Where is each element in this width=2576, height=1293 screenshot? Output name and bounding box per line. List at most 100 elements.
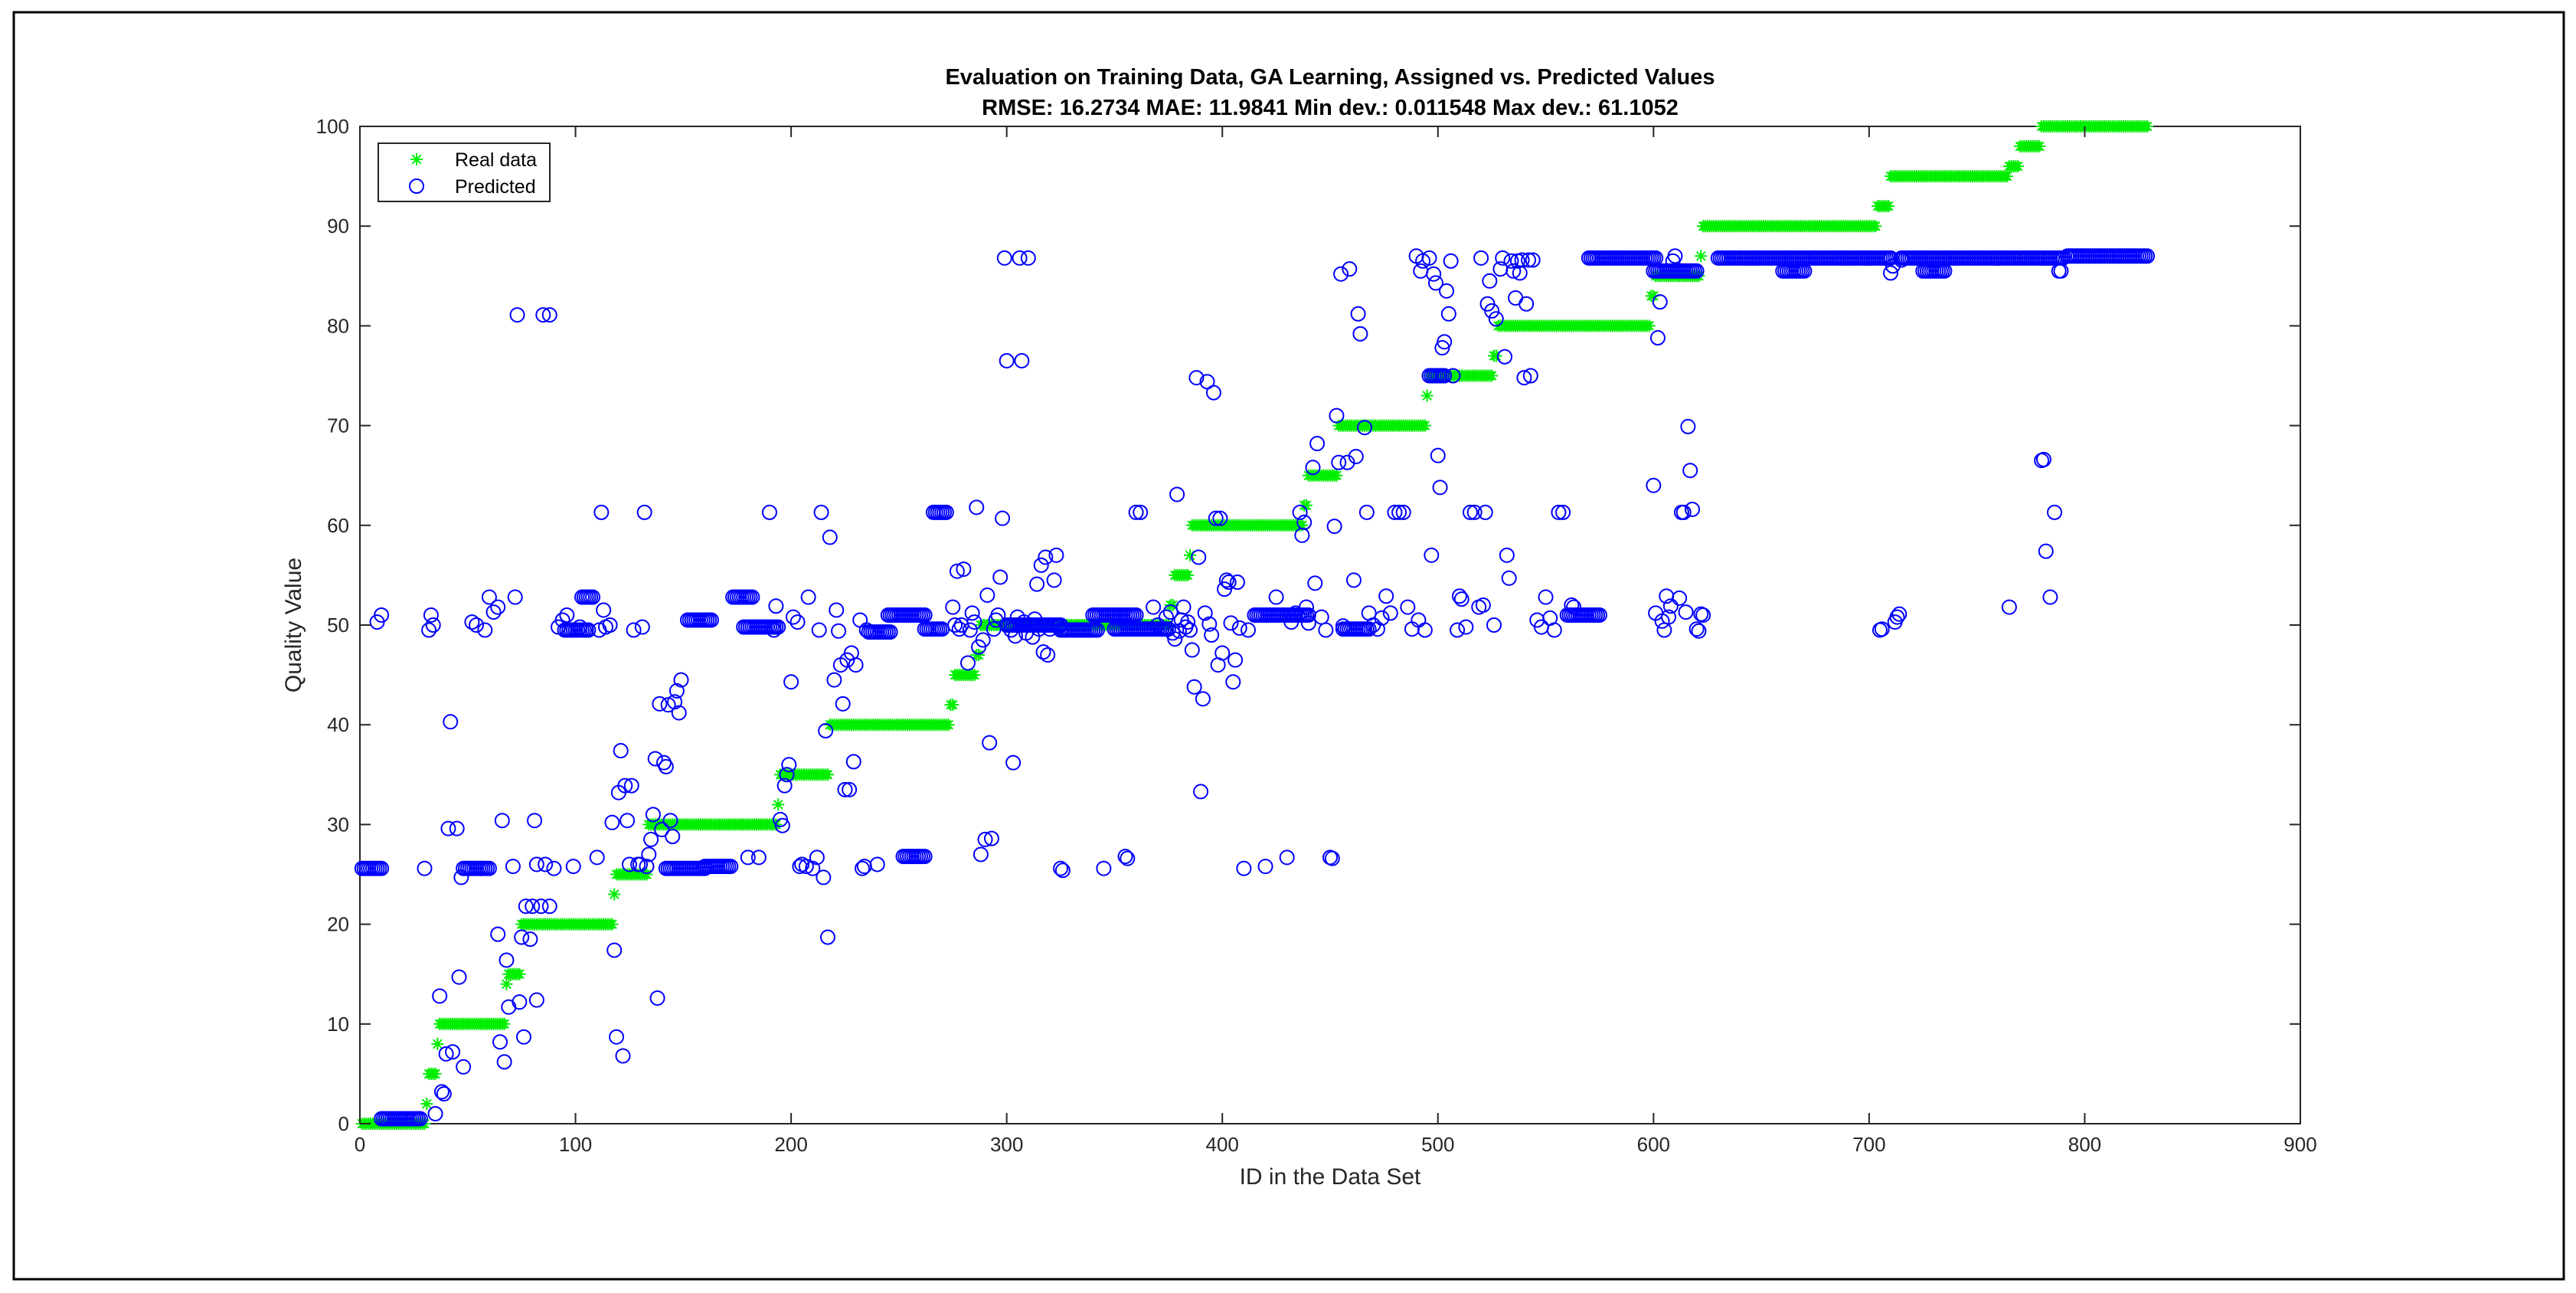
predicted-point — [481, 589, 497, 605]
predicted-point — [499, 952, 515, 968]
predicted-point — [464, 614, 480, 630]
predicted-point — [617, 777, 633, 794]
predicted-point — [535, 307, 551, 323]
predicted-point — [1357, 420, 1373, 436]
predicted-point — [528, 992, 544, 1008]
predicted-point — [528, 856, 544, 872]
predicted-point — [1197, 605, 1213, 621]
predicted-point — [492, 1034, 508, 1050]
real-data-point — [1486, 369, 1499, 382]
predicted-point — [626, 622, 642, 638]
predicted-point — [1040, 647, 1056, 663]
predicted-point — [1268, 589, 1284, 605]
predicted-point — [949, 563, 965, 579]
predicted-point — [1096, 860, 1112, 876]
predicted-point — [1437, 334, 1453, 350]
predicted-point — [443, 714, 459, 730]
predicted-point — [1146, 599, 1162, 615]
real-data-point — [2001, 170, 2014, 183]
predicted-point — [1031, 621, 1047, 637]
predicted-point — [1361, 621, 1377, 637]
predicted-point — [641, 846, 657, 863]
predicted-point — [990, 607, 1006, 623]
predicted-point — [585, 589, 601, 605]
predicted-point — [1133, 504, 1149, 520]
real-data-point — [431, 1037, 444, 1050]
predicted-point — [593, 504, 610, 520]
predicted-point — [1012, 250, 1028, 266]
predicted-point — [1458, 619, 1474, 635]
predicted-point — [481, 860, 497, 876]
predicted-point — [1342, 261, 1358, 277]
predicted-point — [1324, 850, 1340, 866]
predicted-point — [477, 622, 493, 638]
predicted-point — [507, 589, 523, 605]
predicted-point — [490, 926, 506, 942]
predicted-point — [779, 767, 795, 783]
predicted-point — [761, 504, 777, 520]
predicted-point — [1201, 616, 1218, 632]
predicted-point — [1395, 504, 1411, 520]
predicted-point — [1188, 370, 1205, 386]
predicted-point — [1225, 674, 1241, 690]
predicted-point — [800, 589, 816, 605]
predicted-point — [1695, 607, 1711, 623]
predicted-point — [1450, 622, 1466, 638]
predicted-point — [703, 612, 719, 628]
predicted-point — [589, 849, 605, 866]
predicted-point — [982, 735, 998, 751]
predicted-point — [1516, 370, 1532, 386]
predicted-point — [1564, 597, 1580, 613]
predicted-point — [2053, 263, 2069, 279]
predicted-point — [1236, 860, 1252, 876]
real-data-point — [498, 1017, 511, 1030]
predicted-point — [1421, 250, 1437, 266]
real-data-point — [1420, 389, 1433, 402]
predicted-point — [1223, 615, 1239, 631]
predicted-point — [818, 723, 834, 739]
predicted-point — [1283, 614, 1299, 630]
x-tick-label: 500 — [1421, 1133, 1454, 1156]
predicted-point — [1204, 627, 1220, 643]
predicted-point — [1229, 574, 1245, 591]
predicted-point — [882, 624, 898, 640]
y-tick-label: 70 — [327, 414, 349, 437]
predicted-point — [639, 859, 655, 875]
predicted-point — [750, 849, 767, 866]
y-tick-label: 40 — [327, 713, 349, 736]
predicted-point — [1374, 610, 1390, 626]
predicted-point — [509, 307, 525, 323]
predicted-point — [1440, 306, 1456, 322]
legend-predicted-symbol — [409, 178, 424, 194]
predicted-point — [1501, 570, 1517, 586]
predicted-point — [1218, 572, 1234, 588]
predicted-point — [1430, 447, 1446, 463]
real-data-point — [1647, 290, 1660, 303]
predicted-point — [609, 1029, 625, 1045]
predicted-point — [518, 899, 534, 915]
predicted-point — [959, 655, 976, 671]
predicted-point — [1503, 253, 1519, 269]
x-tick-label: 100 — [559, 1133, 592, 1156]
predicted-point — [1358, 504, 1375, 520]
predicted-point — [1038, 549, 1054, 565]
predicted-point — [1182, 622, 1198, 638]
predicted-point — [992, 569, 1008, 585]
legend-real-data-marker — [410, 153, 423, 165]
predicted-point — [567, 622, 584, 638]
predicted-point — [783, 674, 799, 690]
y-tick-label: 30 — [327, 813, 349, 836]
predicted-point — [1538, 589, 1554, 605]
predicted-point — [842, 781, 858, 797]
predicted-point — [522, 931, 538, 948]
predicted-point — [427, 1105, 443, 1121]
legend-box — [378, 142, 551, 202]
predicted-point — [1051, 619, 1067, 635]
x-tick-label: 200 — [774, 1133, 807, 1156]
predicted-point — [1680, 418, 1696, 434]
predicted-point — [412, 1111, 428, 1127]
predicted-point — [643, 831, 659, 847]
real-data-point — [2141, 120, 2154, 133]
predicted-point — [1007, 628, 1023, 644]
y-tick-label: 10 — [327, 1013, 349, 1036]
